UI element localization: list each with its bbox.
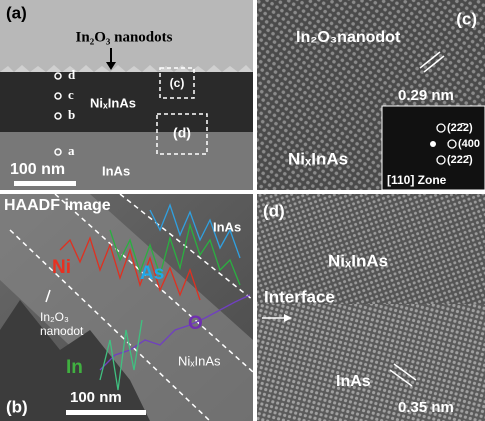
panel-label: (c)	[456, 9, 477, 28]
layer-label: NiₓInAs	[90, 95, 136, 110]
layer-label: NiₓInAs	[288, 149, 348, 168]
text-line: nanodot	[40, 324, 84, 338]
spacing: 0.29 nm	[398, 87, 454, 104]
scale-bar	[66, 410, 146, 415]
point-label: c	[68, 87, 74, 102]
layer-label: InAs	[336, 373, 371, 390]
scale-bar	[14, 181, 76, 186]
fft-center	[430, 141, 436, 147]
panel-c: In₂O₃nanodot (c) 0.29 nm NiₓInAs (22̄2) …	[257, 0, 485, 190]
title: In₂O₃ nanodots	[76, 29, 173, 45]
layer-label: NiₓInAs	[328, 251, 388, 270]
point-label: a	[68, 143, 75, 158]
element-label: O	[188, 313, 203, 334]
element-label: Ni	[52, 257, 71, 278]
title: In₂O₃nanodot	[296, 29, 401, 46]
point-label: b	[68, 107, 75, 122]
box-label: (c)	[170, 76, 185, 90]
fft-label: (400	[458, 138, 480, 150]
scale-label: 100 nm	[70, 389, 122, 406]
box-label: (d)	[173, 125, 191, 141]
zone-label: [110] Zone	[387, 173, 447, 187]
element-label: As	[140, 263, 164, 284]
layer-label: InAs	[102, 163, 130, 178]
point-label: d	[68, 67, 76, 82]
panel-a: (a) In₂O₃ nanodots d c b a (c) (d) NiₓIn…	[0, 0, 253, 190]
panel-label: (d)	[263, 201, 285, 220]
layer-label: InAs	[213, 219, 241, 234]
fft-label: (22̄2)	[447, 122, 473, 134]
fft-label: (222̄)	[447, 154, 473, 166]
layer-label: NiₓInAs	[178, 353, 221, 368]
text-line: In₂O₃	[40, 310, 69, 324]
panel-d: (d) NiₓInAs Interface InAs 0.35 nm	[257, 194, 485, 421]
spacing: 0.35 nm	[398, 399, 454, 416]
title: HAADF image	[4, 197, 111, 214]
figure: (a) In₂O₃ nanodots d c b a (c) (d) NiₓIn…	[0, 0, 485, 421]
scale-label: 100 nm	[10, 161, 65, 178]
panel-label: (a)	[6, 3, 27, 22]
panel-label: (b)	[6, 397, 28, 416]
interface-label: Interface	[264, 287, 335, 306]
element-label: In	[66, 357, 83, 378]
